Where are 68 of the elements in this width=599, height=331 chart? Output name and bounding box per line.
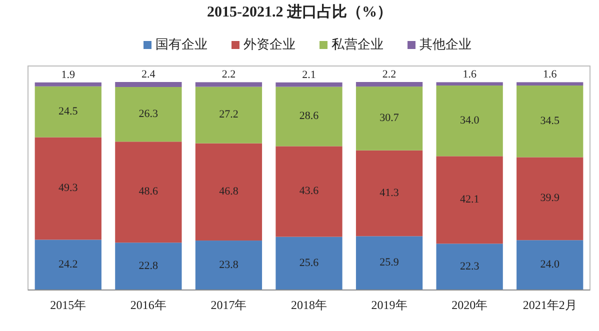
data-label: 48.6: [138, 186, 159, 198]
bar: [276, 146, 342, 237]
data-label: 26.3: [138, 108, 159, 120]
bar: [195, 143, 262, 241]
data-label: 2.4: [142, 68, 156, 81]
bar: [436, 86, 503, 156]
data-label: 28.6: [299, 110, 320, 122]
x-tick-label: 2018年: [291, 298, 327, 312]
bar: [195, 86, 262, 144]
data-label: 24.0: [540, 258, 560, 271]
bar: [34, 137, 102, 240]
bar: [276, 82, 342, 87]
data-label: 24.2: [58, 258, 78, 270]
bar: [115, 82, 182, 87]
data-label: 1.9: [61, 68, 76, 81]
x-tick-label: 2020年: [452, 298, 488, 312]
data-label: 34.5: [540, 114, 560, 127]
bar: [356, 236, 423, 290]
bar: [356, 86, 423, 150]
bar: [34, 82, 102, 86]
data-label: 2.2: [222, 68, 236, 81]
data-label: 41.3: [380, 186, 400, 199]
bar: [195, 240, 262, 290]
bar: [436, 244, 503, 290]
bar: [115, 142, 182, 243]
data-label: 46.8: [219, 185, 239, 198]
bar: [356, 82, 423, 87]
data-label: 25.9: [380, 256, 400, 269]
bar: [34, 240, 102, 290]
chart-title: 2015-2021.2 进口占比（%）: [207, 3, 392, 20]
data-label: 2.1: [302, 68, 316, 81]
data-label: 25.6: [299, 256, 320, 269]
bar: [115, 242, 182, 290]
legend-label: 其他企业: [420, 38, 472, 53]
data-label: 34.0: [460, 114, 480, 126]
data-label: 42.1: [460, 193, 480, 206]
x-tick-label: 2021年2月: [522, 298, 577, 312]
bar: [34, 86, 102, 138]
data-label: 43.6: [299, 185, 320, 198]
bar: [276, 236, 342, 290]
data-label: 1.6: [542, 68, 558, 81]
data-label: 39.9: [540, 192, 560, 204]
bar: [436, 156, 503, 244]
bar: [516, 157, 584, 240]
data-label: 49.3: [58, 182, 78, 194]
data-label: 1.6: [462, 68, 477, 81]
x-tick-label: 2015年: [50, 298, 86, 312]
x-tick-label: 2016年: [130, 298, 166, 312]
bar: [115, 86, 182, 142]
data-label: 2.2: [382, 68, 396, 81]
data-label: 23.8: [219, 258, 239, 271]
x-tick-label: 2019年: [371, 298, 408, 312]
bar: [516, 240, 584, 290]
data-label: 30.7: [380, 112, 400, 124]
bar: [516, 82, 584, 86]
data-label: 22.8: [138, 260, 159, 272]
legend-label: 国有企业: [156, 38, 208, 53]
legend-label: 私营企业: [332, 38, 384, 53]
data-label: 22.3: [460, 260, 480, 272]
bar: [516, 86, 584, 158]
bar: [436, 82, 503, 86]
legend-label: 外资企业: [244, 38, 296, 53]
data-label: 24.5: [58, 105, 78, 118]
data-label: 27.2: [219, 108, 238, 121]
bar: [356, 150, 423, 236]
bar: [195, 82, 262, 87]
bar: [276, 86, 342, 146]
x-tick-label: 2017年: [210, 298, 247, 312]
